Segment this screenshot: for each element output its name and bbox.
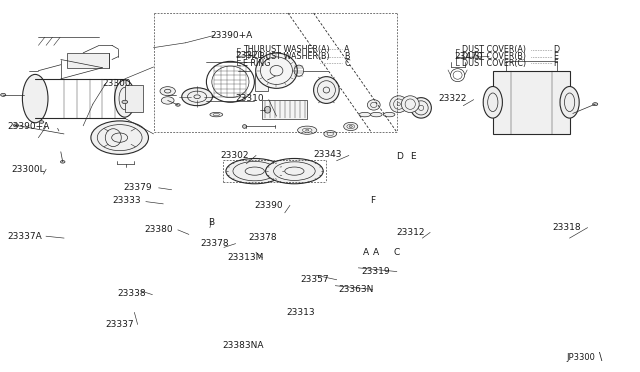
Text: 23318: 23318 <box>552 223 581 232</box>
Ellipse shape <box>160 87 175 96</box>
Text: 23319: 23319 <box>362 267 390 276</box>
Ellipse shape <box>349 125 353 127</box>
Ellipse shape <box>210 112 223 117</box>
Ellipse shape <box>175 103 180 106</box>
Text: F: F <box>371 196 376 205</box>
Text: JP3300: JP3300 <box>566 353 595 362</box>
Text: D: D <box>554 45 560 54</box>
Text: 23313: 23313 <box>287 308 316 317</box>
Text: THURUST WASHER(B): THURUST WASHER(B) <box>243 52 330 61</box>
Text: 23333: 23333 <box>112 196 141 205</box>
Text: DUST COVER(A): DUST COVER(A) <box>462 45 526 54</box>
Ellipse shape <box>593 103 598 106</box>
Text: B: B <box>344 52 350 61</box>
Text: $\backslash$: $\backslash$ <box>598 350 604 363</box>
Text: 23322: 23322 <box>438 94 467 103</box>
Bar <box>255 73 268 91</box>
Text: E: E <box>410 153 415 161</box>
Text: THURUST WASHER(A): THURUST WASHER(A) <box>243 45 330 54</box>
Text: F: F <box>554 59 558 68</box>
Text: 23357: 23357 <box>301 275 330 284</box>
Ellipse shape <box>25 80 45 117</box>
Ellipse shape <box>243 125 246 128</box>
Text: 23378: 23378 <box>248 233 277 242</box>
Text: 23321: 23321 <box>236 51 264 60</box>
Ellipse shape <box>266 158 323 184</box>
Text: 23379: 23379 <box>123 183 152 192</box>
Ellipse shape <box>256 53 298 89</box>
Ellipse shape <box>560 86 579 118</box>
Bar <box>493 71 570 134</box>
Bar <box>262 100 307 119</box>
Text: C: C <box>394 248 400 257</box>
Text: 23383NA: 23383NA <box>223 341 264 350</box>
Ellipse shape <box>122 100 128 103</box>
Text: 23363N: 23363N <box>338 285 373 294</box>
Text: E: E <box>554 52 559 61</box>
Ellipse shape <box>115 80 135 117</box>
Text: 23337: 23337 <box>106 320 134 329</box>
Ellipse shape <box>40 121 44 123</box>
Bar <box>67 53 109 68</box>
Text: DUST COVER(B): DUST COVER(B) <box>462 52 526 61</box>
Text: 23300L: 23300L <box>12 165 45 174</box>
Ellipse shape <box>367 100 380 110</box>
Text: 23380: 23380 <box>144 225 173 234</box>
Text: 23310: 23310 <box>236 94 264 103</box>
Text: A: A <box>363 248 369 257</box>
Ellipse shape <box>1 93 6 96</box>
Ellipse shape <box>324 131 337 137</box>
Text: 23390+A: 23390+A <box>8 122 50 131</box>
Bar <box>125 85 143 112</box>
Text: 23470: 23470 <box>454 52 483 61</box>
Ellipse shape <box>383 112 395 117</box>
Text: 23337A: 23337A <box>8 232 42 241</box>
Text: C: C <box>344 59 350 68</box>
Ellipse shape <box>298 126 317 134</box>
Text: 23313M: 23313M <box>227 253 264 262</box>
Ellipse shape <box>314 77 339 103</box>
Text: 23302: 23302 <box>221 151 250 160</box>
Text: B: B <box>208 218 214 227</box>
Ellipse shape <box>60 161 65 163</box>
Ellipse shape <box>390 96 408 112</box>
Ellipse shape <box>182 88 212 106</box>
Ellipse shape <box>91 121 148 154</box>
Text: D: D <box>397 153 403 161</box>
Ellipse shape <box>161 97 174 104</box>
Ellipse shape <box>264 106 271 113</box>
Text: A: A <box>344 45 350 54</box>
Ellipse shape <box>13 124 19 127</box>
Ellipse shape <box>226 158 284 184</box>
Text: E RING: E RING <box>243 59 271 68</box>
Ellipse shape <box>401 96 419 112</box>
Text: 23338: 23338 <box>117 289 146 298</box>
Text: 23390: 23390 <box>255 201 284 210</box>
Text: DUST COVER(C): DUST COVER(C) <box>462 59 526 68</box>
Ellipse shape <box>344 122 358 131</box>
Ellipse shape <box>359 112 371 117</box>
Ellipse shape <box>371 112 382 117</box>
Text: 23312: 23312 <box>397 228 426 237</box>
Ellipse shape <box>483 86 502 118</box>
Text: 23343: 23343 <box>314 150 342 159</box>
Ellipse shape <box>22 74 48 123</box>
Ellipse shape <box>411 97 431 118</box>
Text: 23390+A: 23390+A <box>210 31 252 40</box>
Text: 23378: 23378 <box>200 239 229 248</box>
Text: A: A <box>373 248 380 257</box>
Text: 23300: 23300 <box>102 79 131 88</box>
